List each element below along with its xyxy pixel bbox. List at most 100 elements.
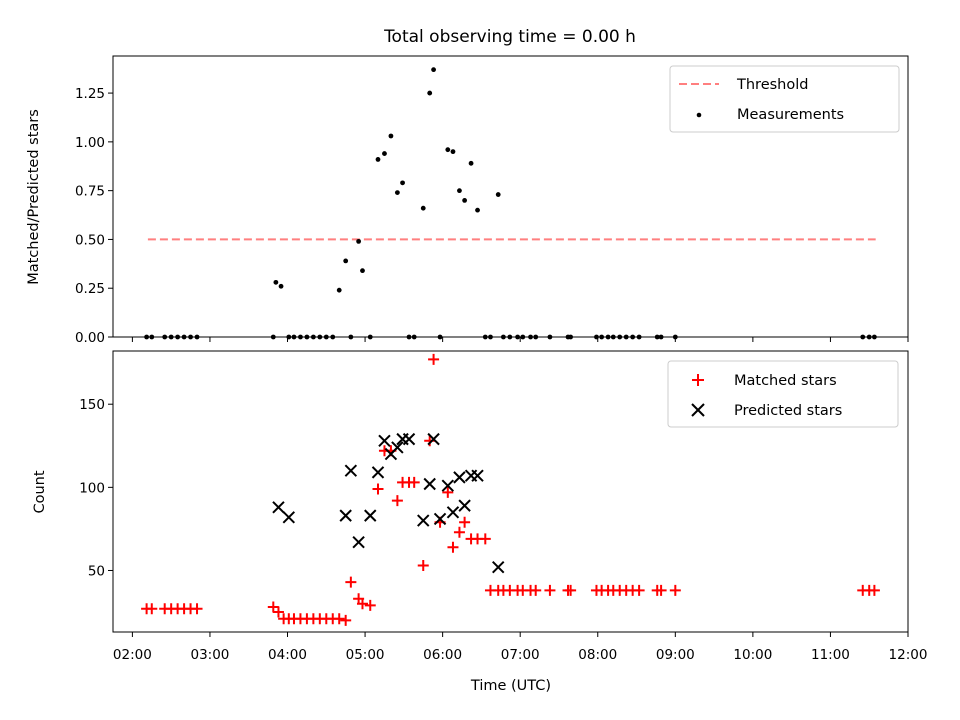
bottom-x-ticks: 02:00 03:00 04:00 05:00 06:00 07:00 08:00 09:00…: [113, 632, 928, 663]
predicted-star-point: [471, 469, 484, 482]
measurement-point: [475, 207, 480, 213]
legend-threshold-label: Threshold: [736, 77, 808, 93]
predicted-star-point: [282, 511, 296, 524]
legend-measurements-swatch: [696, 112, 702, 118]
matched-star-point: [544, 584, 556, 596]
bottom-marks: [141, 353, 880, 626]
predicted-star-point: [391, 441, 404, 454]
measurement-point: [445, 147, 451, 153]
predicted-star-point: [446, 506, 460, 519]
top-panel: 0.00 0.25 0.50 0.75 1.00 1.25 Matched/Predict…: [26, 55, 909, 346]
x-tick-label: 03:00: [190, 647, 229, 663]
x-tick-label: 09:00: [656, 647, 695, 663]
measurement-point: [468, 160, 474, 166]
matched-star-point: [453, 526, 465, 538]
figure-title: Total observing time = 0.00 h: [383, 27, 636, 47]
measurement-point: [382, 151, 387, 156]
predicted-star-point: [364, 509, 377, 522]
predicted-star-point: [453, 471, 466, 484]
measurement-point: [336, 287, 342, 293]
x-tick-label: 05:00: [346, 647, 385, 663]
matched-star-point: [669, 584, 681, 596]
measurement-point: [427, 90, 433, 96]
x-tick-label: 11:00: [811, 647, 850, 663]
x-axis-label: Time (UTC): [470, 678, 551, 694]
matched-star-point: [479, 533, 491, 545]
bottom-axes-frame: [112, 350, 909, 633]
legend-measurements-label: Measurements: [737, 107, 844, 123]
y-tick-label: 0.25: [75, 281, 105, 297]
top-y-axis-label: Matched/Predicted stars: [26, 109, 42, 285]
y-tick-label: 0.00: [75, 330, 105, 346]
top-x-ticks: [131, 337, 909, 342]
measurement-point: [431, 67, 436, 73]
bottom-y-axis-label: Count: [32, 470, 48, 513]
top-y-ticks: 0.00 0.25 0.50 0.75 1.00 1.25: [75, 86, 113, 346]
matched-star-point: [191, 603, 203, 615]
matched-star-point: [391, 495, 403, 507]
measurement-point: [375, 157, 381, 162]
matched-star-point: [417, 559, 429, 571]
matched-star-point: [633, 584, 645, 596]
predicted-star-point: [272, 501, 285, 514]
predicted-star-point: [492, 560, 505, 574]
matched-star-point: [267, 601, 279, 613]
top-axes-frame: [112, 55, 909, 338]
x-tick-label: 02:00: [113, 647, 152, 663]
predicted-star-point: [417, 514, 430, 527]
x-tick-label: 08:00: [578, 647, 617, 663]
bottom-legend: Matched stars Predicted stars: [667, 360, 899, 428]
x-tick-label: 04:00: [268, 647, 307, 663]
matched-star-point: [530, 584, 542, 596]
measurement-point: [420, 205, 426, 211]
legend-predicted-swatch: [691, 403, 705, 417]
measurement-point: [394, 190, 400, 195]
measurement-point: [278, 283, 284, 289]
predicted-star-point: [427, 432, 440, 446]
y-tick-label: 0.75: [75, 184, 105, 200]
top-legend: Threshold Measurements: [669, 65, 900, 133]
measurement-point: [356, 238, 362, 244]
measurement-point: [360, 268, 365, 274]
predicted-star-point: [339, 509, 352, 522]
matched-star-point: [333, 613, 345, 625]
predicted-star-point: [378, 434, 391, 447]
predicted-star-point: [344, 464, 358, 477]
bottom-y-ticks: 50 100 150: [79, 397, 113, 579]
matched-star-point: [364, 599, 376, 611]
predicted-star-point: [433, 512, 447, 526]
y-tick-label: 1.25: [75, 86, 105, 102]
matched-star-point: [356, 598, 368, 610]
matched-star-point: [408, 476, 420, 488]
x-tick-label: 12:00: [889, 647, 928, 663]
predicted-star-point: [423, 477, 436, 491]
matched-star-point: [345, 576, 357, 588]
matched-star-point: [272, 606, 284, 618]
measurement-point: [457, 188, 462, 194]
top-legend-box: [669, 65, 900, 133]
matched-star-point: [868, 584, 880, 596]
matched-star-point: [424, 435, 436, 447]
matched-star-point: [459, 516, 471, 528]
legend-matched-label: Matched stars: [734, 373, 837, 389]
matched-star-point: [340, 614, 352, 626]
matched-star-point: [655, 584, 667, 596]
x-tick-label: 06:00: [423, 647, 462, 663]
matched-star-point: [428, 353, 440, 365]
measurement-point: [343, 258, 349, 264]
predicted-star-point: [402, 432, 416, 446]
measurement-point: [400, 180, 405, 186]
x-tick-label: 10:00: [733, 647, 772, 663]
predicted-star-point: [458, 499, 471, 512]
measurement-point: [388, 133, 394, 139]
matched-star-point: [565, 584, 577, 596]
legend-predicted-label: Predicted stars: [734, 403, 842, 419]
predicted-star-point: [371, 466, 385, 479]
measurement-point: [495, 192, 501, 197]
matched-star-point: [442, 486, 454, 498]
predicted-star-point: [441, 479, 455, 492]
bottom-legend-box: [667, 360, 899, 428]
matched-star-point: [146, 603, 158, 615]
